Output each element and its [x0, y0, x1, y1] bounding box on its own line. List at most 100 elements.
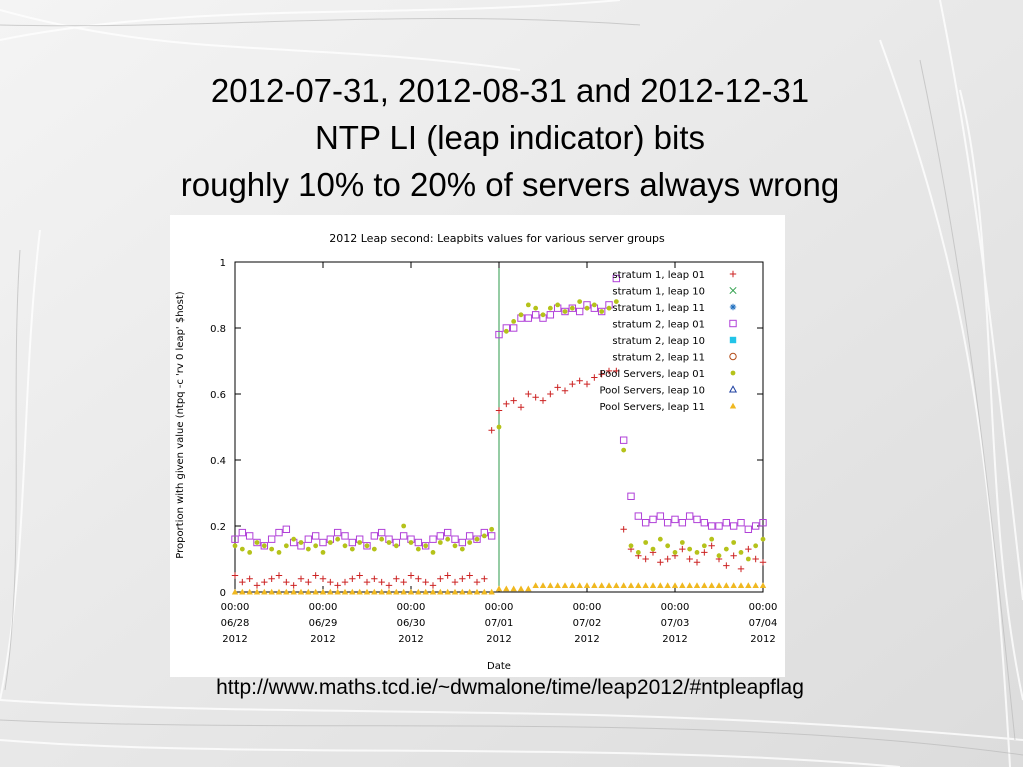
- data-point: [231, 588, 239, 595]
- x-tick-label: 2012: [574, 634, 599, 645]
- x-tick-label: 00:00: [573, 602, 602, 613]
- data-point: [738, 550, 744, 555]
- y-tick-label: 1: [220, 258, 226, 269]
- data-point: [722, 519, 731, 527]
- data-point: [723, 562, 730, 569]
- legend-label: stratum 2, leap 11: [612, 353, 705, 364]
- data-point: [437, 575, 444, 582]
- data-point: [561, 307, 569, 316]
- data-point: [634, 512, 643, 520]
- data-point: [385, 588, 393, 595]
- data-point: [546, 311, 555, 319]
- data-point: [693, 559, 701, 566]
- x-tick-label: 2012: [486, 634, 511, 645]
- slide-title-line-2: NTP LI (leap indicator) bits: [314, 119, 706, 156]
- data-point: [518, 312, 524, 318]
- x-tick-label: 07/01: [485, 618, 514, 629]
- legend-label: Pool Servers, leap 11: [599, 402, 705, 413]
- data-point: [612, 274, 621, 283]
- data-point: [319, 575, 327, 582]
- data-point: [709, 536, 715, 542]
- data-point: [275, 572, 283, 579]
- x-tick-label: 00:00: [661, 602, 690, 613]
- data-point: [539, 582, 547, 588]
- x-tick-label: 2012: [750, 634, 775, 645]
- data-point: [371, 546, 377, 552]
- data-point: [467, 540, 473, 545]
- chart-title: 2012 Leap second: Leapbits values for va…: [329, 232, 665, 245]
- data-point: [620, 526, 627, 533]
- data-point: [488, 427, 495, 434]
- data-point: [348, 538, 357, 547]
- data-point: [701, 549, 708, 556]
- data-point: [268, 575, 275, 582]
- data-point: [334, 582, 341, 589]
- data-point: [679, 545, 686, 553]
- data-point: [605, 367, 613, 375]
- data-point: [253, 538, 261, 547]
- data-point: [663, 519, 672, 527]
- data-point: [239, 578, 246, 586]
- data-point: [641, 519, 650, 527]
- data-point: [349, 575, 356, 582]
- data-point: [694, 550, 700, 555]
- data-point: [319, 588, 327, 595]
- data-point: [672, 550, 678, 555]
- data-point: [291, 536, 297, 542]
- y-tick-label: 0.2: [210, 522, 226, 533]
- data-point: [729, 522, 738, 530]
- data-point: [239, 588, 246, 595]
- slide-title-line-3: roughly 10% to 20% of servers always wro…: [180, 166, 840, 203]
- data-point: [459, 588, 466, 595]
- chart-panel: 2012 Leap second: Leapbits values for va…: [170, 215, 785, 677]
- data-point: [305, 546, 311, 552]
- data-point: [752, 555, 759, 563]
- data-point: [466, 588, 473, 595]
- data-point: [547, 305, 553, 311]
- data-point: [253, 588, 261, 595]
- legend-label: stratum 1, leap 10: [612, 287, 705, 298]
- data-point: [620, 582, 627, 588]
- data-point: [313, 543, 319, 549]
- data-point: [400, 578, 407, 586]
- data-point: [311, 532, 320, 540]
- data-point: [231, 572, 239, 579]
- data-point: [430, 550, 436, 555]
- data-point: [465, 532, 474, 540]
- data-point: [261, 543, 267, 549]
- data-point: [584, 305, 590, 311]
- data-point: [606, 305, 612, 311]
- data-point: [657, 559, 664, 566]
- source-url[interactable]: http://www.maths.tcd.ie/~dwmalone/time/l…: [216, 676, 804, 699]
- data-point: [657, 536, 663, 542]
- data-point: [621, 447, 627, 453]
- data-point: [591, 374, 598, 381]
- data-point: [679, 540, 685, 545]
- data-point: [283, 578, 290, 586]
- data-point: [349, 546, 355, 552]
- data-point: [437, 588, 444, 595]
- data-point: [247, 550, 253, 555]
- data-point: [496, 424, 502, 430]
- data-point: [547, 390, 554, 398]
- x-tick-label: 00:00: [221, 602, 250, 613]
- data-point: [371, 588, 378, 595]
- data-point: [422, 578, 429, 586]
- x-axis-label: Date: [487, 661, 511, 672]
- data-point: [715, 522, 723, 530]
- x-tick-label: 00:00: [485, 602, 514, 613]
- data-point: [745, 582, 752, 588]
- data-point: [333, 528, 342, 537]
- data-point: [473, 535, 481, 543]
- data-point: [400, 588, 407, 595]
- x-ticks: 00:00 06/28 2012 00:00 06/29 2012 00:00 06/30 20…: [221, 262, 777, 645]
- data-point: [605, 582, 613, 588]
- data-point: [642, 555, 649, 563]
- data-point: [533, 305, 539, 311]
- y-tick-label: 0.6: [210, 390, 226, 401]
- data-point: [540, 312, 546, 318]
- data-point: [707, 522, 716, 530]
- data-point: [759, 582, 767, 588]
- legend-swatch: [729, 270, 737, 278]
- legend-swatch: [728, 385, 738, 393]
